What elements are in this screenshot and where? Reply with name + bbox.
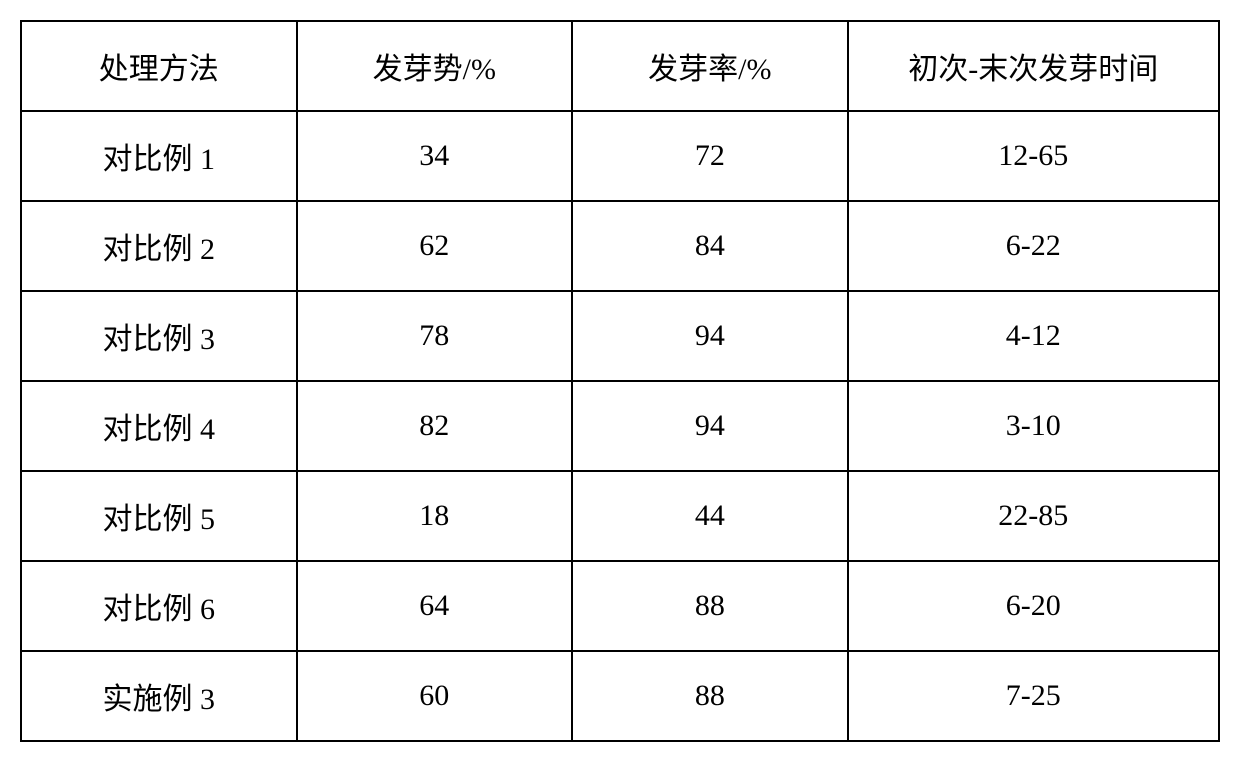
column-header-germination-rate: 发芽率/% bbox=[572, 21, 848, 111]
table-row: 对比例 2 62 84 6-22 bbox=[21, 201, 1219, 291]
cell-method: 对比例 5 bbox=[21, 471, 297, 561]
cell-time: 6-20 bbox=[848, 561, 1219, 651]
column-header-germination-potential: 发芽势/% bbox=[297, 21, 573, 111]
table-row: 对比例 4 82 94 3-10 bbox=[21, 381, 1219, 471]
cell-potential: 34 bbox=[297, 111, 573, 201]
table-row: 对比例 5 18 44 22-85 bbox=[21, 471, 1219, 561]
column-header-method: 处理方法 bbox=[21, 21, 297, 111]
cell-rate: 94 bbox=[572, 291, 848, 381]
table-container: 处理方法 发芽势/% 发芽率/% 初次-末次发芽时间 对比例 1 34 72 1… bbox=[20, 20, 1220, 742]
data-table: 处理方法 发芽势/% 发芽率/% 初次-末次发芽时间 对比例 1 34 72 1… bbox=[20, 20, 1220, 742]
cell-time: 12-65 bbox=[848, 111, 1219, 201]
cell-rate: 44 bbox=[572, 471, 848, 561]
table-header-row: 处理方法 发芽势/% 发芽率/% 初次-末次发芽时间 bbox=[21, 21, 1219, 111]
cell-potential: 82 bbox=[297, 381, 573, 471]
cell-method: 对比例 2 bbox=[21, 201, 297, 291]
cell-method: 实施例 3 bbox=[21, 651, 297, 741]
table-row: 对比例 1 34 72 12-65 bbox=[21, 111, 1219, 201]
cell-potential: 64 bbox=[297, 561, 573, 651]
cell-rate: 88 bbox=[572, 651, 848, 741]
table-row: 对比例 6 64 88 6-20 bbox=[21, 561, 1219, 651]
cell-rate: 72 bbox=[572, 111, 848, 201]
cell-potential: 60 bbox=[297, 651, 573, 741]
cell-method: 对比例 6 bbox=[21, 561, 297, 651]
cell-time: 6-22 bbox=[848, 201, 1219, 291]
cell-rate: 84 bbox=[572, 201, 848, 291]
table-row: 对比例 3 78 94 4-12 bbox=[21, 291, 1219, 381]
cell-time: 3-10 bbox=[848, 381, 1219, 471]
column-header-germination-time: 初次-末次发芽时间 bbox=[848, 21, 1219, 111]
cell-rate: 94 bbox=[572, 381, 848, 471]
cell-method: 对比例 3 bbox=[21, 291, 297, 381]
cell-potential: 62 bbox=[297, 201, 573, 291]
cell-time: 7-25 bbox=[848, 651, 1219, 741]
cell-method: 对比例 1 bbox=[21, 111, 297, 201]
cell-potential: 78 bbox=[297, 291, 573, 381]
cell-time: 22-85 bbox=[848, 471, 1219, 561]
cell-method: 对比例 4 bbox=[21, 381, 297, 471]
cell-potential: 18 bbox=[297, 471, 573, 561]
cell-time: 4-12 bbox=[848, 291, 1219, 381]
cell-rate: 88 bbox=[572, 561, 848, 651]
table-row: 实施例 3 60 88 7-25 bbox=[21, 651, 1219, 741]
